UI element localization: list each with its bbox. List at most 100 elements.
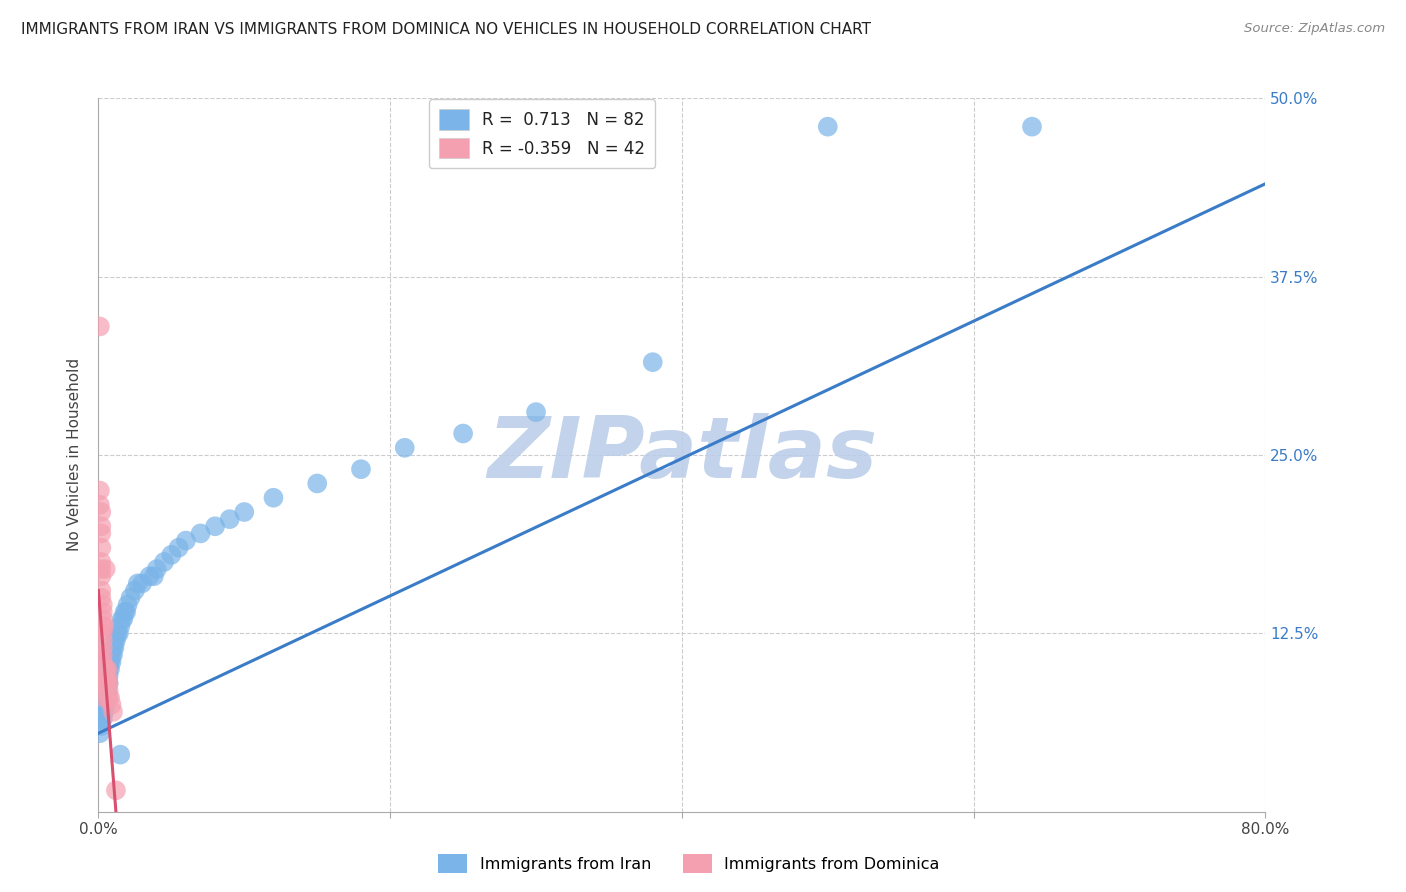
Point xyxy=(94,662,117,676)
Point xyxy=(817,120,839,134)
Point xyxy=(94,676,117,690)
Point xyxy=(90,555,112,569)
Point xyxy=(91,605,114,619)
Point xyxy=(91,676,114,690)
Point xyxy=(90,583,112,598)
Point xyxy=(104,633,127,648)
Point xyxy=(524,405,547,419)
Point xyxy=(101,705,124,719)
Point xyxy=(100,648,122,662)
Point xyxy=(89,319,111,334)
Text: ZIPatlas: ZIPatlas xyxy=(486,413,877,497)
Point xyxy=(307,476,329,491)
Point xyxy=(93,669,115,683)
Point xyxy=(104,783,127,797)
Point xyxy=(98,648,121,662)
Point xyxy=(94,698,117,712)
Point xyxy=(91,669,114,683)
Point xyxy=(103,633,125,648)
Point xyxy=(115,605,138,619)
Point xyxy=(90,669,112,683)
Point xyxy=(93,705,115,719)
Point xyxy=(262,491,284,505)
Point xyxy=(91,705,114,719)
Point xyxy=(94,669,117,683)
Point xyxy=(94,562,117,576)
Point xyxy=(90,562,112,576)
Point xyxy=(96,655,118,669)
Point xyxy=(114,605,136,619)
Point xyxy=(91,640,114,655)
Point xyxy=(108,626,131,640)
Point xyxy=(101,640,124,655)
Point xyxy=(100,698,122,712)
Point xyxy=(94,676,117,690)
Point xyxy=(110,747,132,762)
Point xyxy=(97,676,120,690)
Point xyxy=(146,562,169,576)
Point xyxy=(233,505,256,519)
Point xyxy=(120,591,142,605)
Point xyxy=(204,519,226,533)
Point xyxy=(174,533,197,548)
Point xyxy=(112,612,135,626)
Point xyxy=(103,640,125,655)
Point xyxy=(96,669,118,683)
Point xyxy=(91,633,114,648)
Text: IMMIGRANTS FROM IRAN VS IMMIGRANTS FROM DOMINICA NO VEHICLES IN HOUSEHOLD CORREL: IMMIGRANTS FROM IRAN VS IMMIGRANTS FROM … xyxy=(21,22,872,37)
Point xyxy=(98,655,121,669)
Point xyxy=(91,612,114,626)
Point xyxy=(90,712,112,726)
Point xyxy=(93,676,115,690)
Point xyxy=(98,662,121,676)
Point xyxy=(93,698,115,712)
Point xyxy=(97,648,120,662)
Point xyxy=(98,690,121,705)
Point xyxy=(127,576,149,591)
Point xyxy=(93,676,115,690)
Point xyxy=(94,690,117,705)
Point xyxy=(91,662,114,676)
Point xyxy=(94,662,117,676)
Point xyxy=(131,576,153,591)
Point xyxy=(124,583,146,598)
Point xyxy=(117,598,139,612)
Point xyxy=(93,662,115,676)
Point xyxy=(110,619,132,633)
Point xyxy=(90,541,112,555)
Point xyxy=(100,655,122,669)
Point xyxy=(93,619,115,633)
Point xyxy=(91,648,114,662)
Point xyxy=(111,612,134,626)
Point xyxy=(96,662,118,676)
Point xyxy=(138,569,160,583)
Point xyxy=(105,626,128,640)
Point xyxy=(96,676,118,690)
Point xyxy=(160,548,183,562)
Point xyxy=(90,569,112,583)
Point xyxy=(91,683,114,698)
Point xyxy=(96,662,118,676)
Point xyxy=(97,690,120,705)
Point xyxy=(142,569,165,583)
Point xyxy=(350,462,373,476)
Point xyxy=(97,676,120,690)
Point xyxy=(91,698,114,712)
Point xyxy=(96,683,118,698)
Point xyxy=(91,712,114,726)
Point xyxy=(451,426,474,441)
Text: Source: ZipAtlas.com: Source: ZipAtlas.com xyxy=(1244,22,1385,36)
Point xyxy=(97,683,120,698)
Point xyxy=(93,683,115,698)
Point xyxy=(94,669,117,683)
Point xyxy=(89,483,111,498)
Point xyxy=(90,591,112,605)
Point xyxy=(96,676,118,690)
Point xyxy=(97,655,120,669)
Point xyxy=(89,726,111,740)
Point xyxy=(89,498,111,512)
Point xyxy=(97,669,120,683)
Point xyxy=(91,690,114,705)
Point xyxy=(91,619,114,633)
Point xyxy=(190,526,212,541)
